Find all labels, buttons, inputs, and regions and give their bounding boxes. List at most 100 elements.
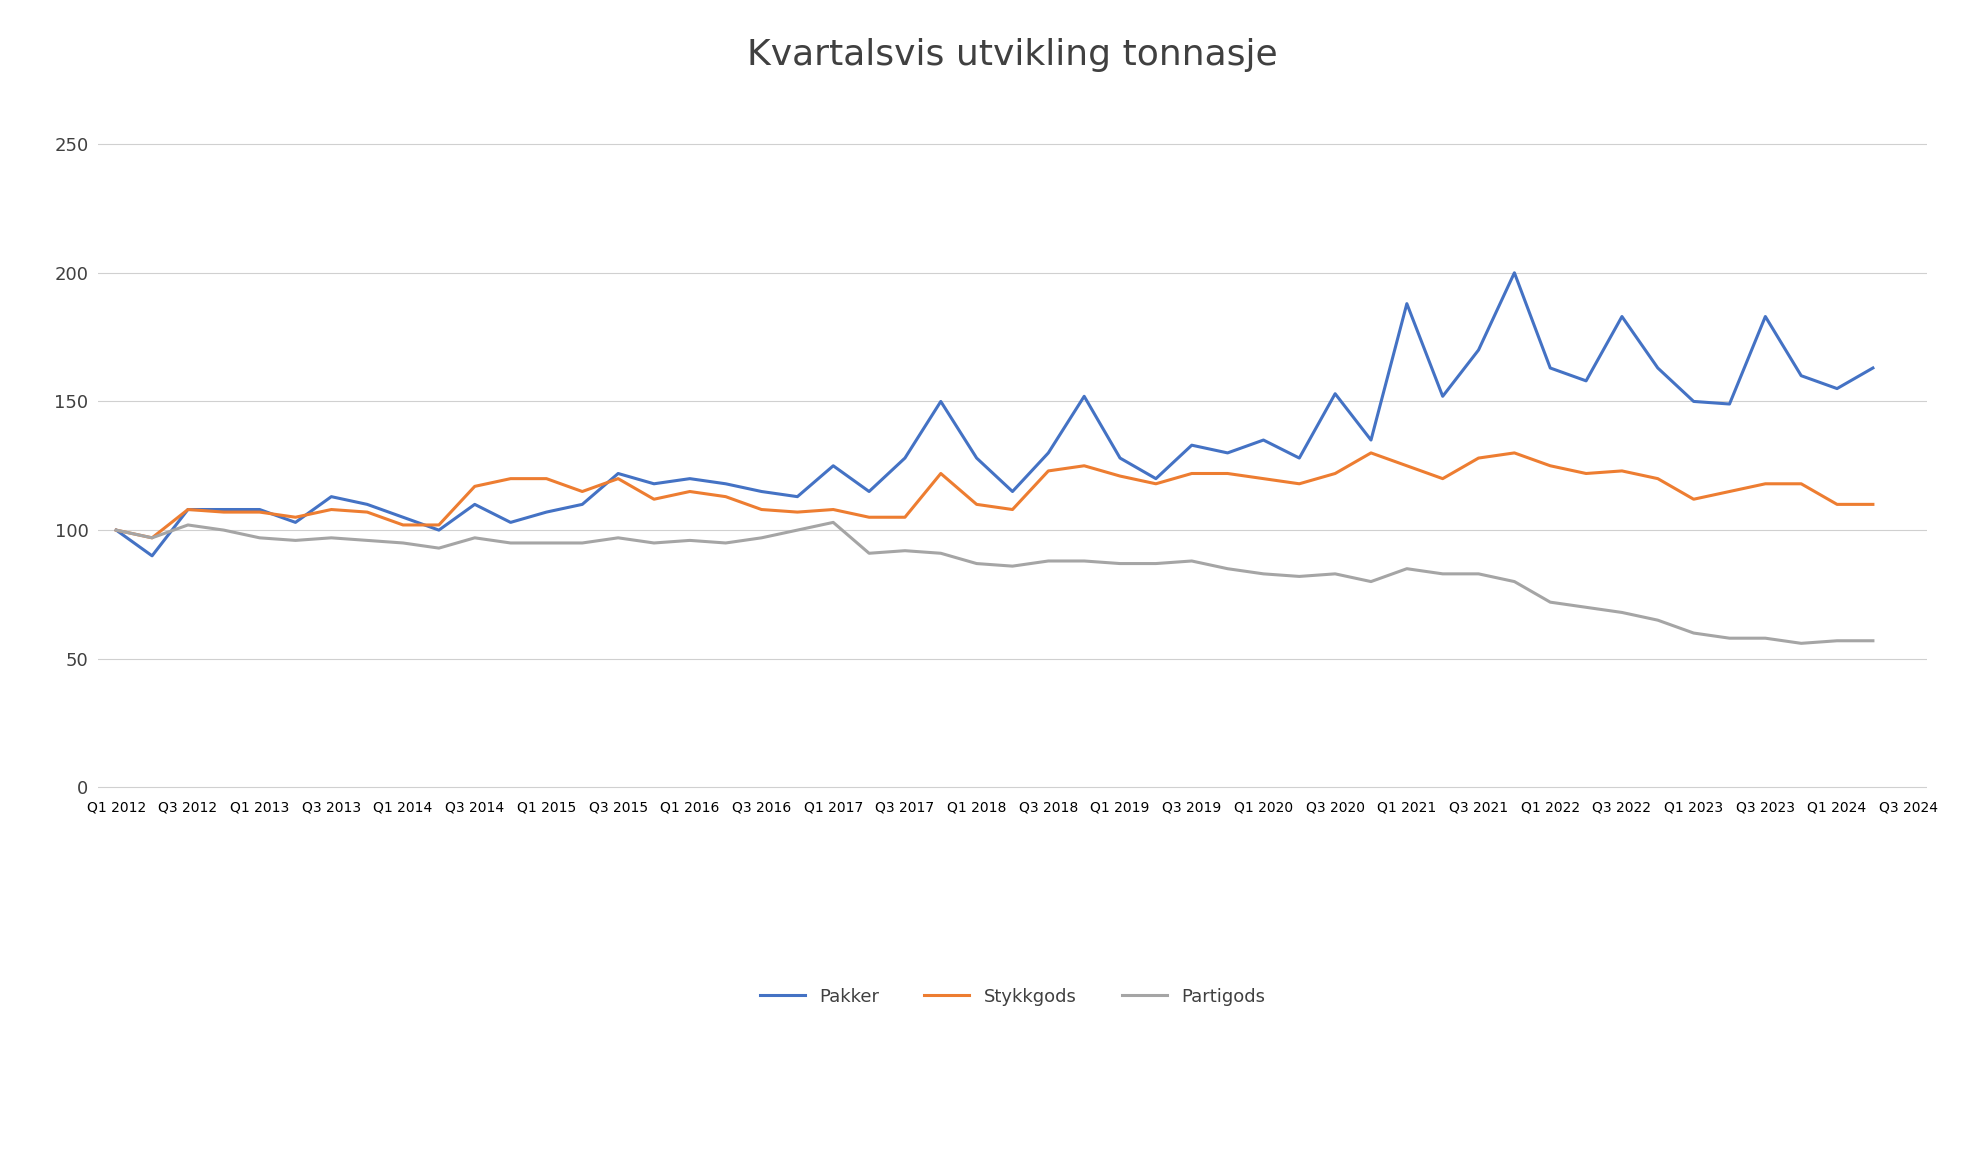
Stykkgods (1718, 484, 1742, 498)
Stykkgods (391, 518, 415, 532)
Pakker (678, 471, 702, 485)
Stykkgods (857, 511, 881, 525)
Stykkgods (1144, 477, 1168, 491)
Stykkgods (1396, 459, 1419, 472)
Partigods (1359, 574, 1382, 588)
Stykkgods (1215, 467, 1239, 481)
Pakker (1575, 374, 1598, 388)
Stykkgods (822, 503, 845, 516)
Stykkgods (1252, 471, 1276, 485)
Stykkgods (1789, 477, 1813, 491)
Partigods (643, 536, 666, 550)
Pakker (1467, 343, 1490, 357)
Pakker (320, 490, 344, 504)
Pakker (462, 498, 486, 512)
Stykkgods (1502, 446, 1526, 460)
Partigods (104, 523, 128, 537)
Pakker (535, 505, 558, 519)
Pakker (499, 515, 523, 529)
Partigods (1862, 633, 1885, 647)
Stykkgods (965, 498, 989, 512)
Partigods (1109, 557, 1132, 571)
Stykkgods (1359, 446, 1382, 460)
Pakker (1646, 361, 1669, 375)
Pakker (1431, 389, 1455, 403)
Stykkgods (1323, 467, 1347, 481)
Stykkgods (1109, 469, 1132, 483)
Pakker (1109, 452, 1132, 466)
Partigods (283, 534, 307, 548)
Stykkgods (1431, 471, 1455, 485)
Stykkgods (1824, 498, 1848, 512)
Partigods (1036, 554, 1060, 567)
Stykkgods (427, 518, 450, 532)
Partigods (1824, 633, 1848, 647)
Partigods (248, 530, 271, 544)
Pakker (965, 452, 989, 466)
Partigods (320, 530, 344, 544)
Pakker (1539, 361, 1563, 375)
Pakker (893, 452, 916, 466)
Stykkgods (356, 505, 379, 519)
Partigods (606, 530, 629, 544)
Partigods (427, 541, 450, 555)
Pakker (1215, 446, 1239, 460)
Partigods (1215, 562, 1239, 576)
Stykkgods (140, 530, 163, 544)
Stykkgods (535, 471, 558, 485)
Stykkgods (1754, 477, 1777, 491)
Partigods (1681, 626, 1705, 640)
Pakker (1396, 296, 1419, 310)
Pakker (1610, 309, 1634, 323)
Partigods (1718, 631, 1742, 645)
Partigods (1288, 570, 1311, 584)
Pakker (1359, 433, 1382, 447)
Partigods (1575, 600, 1598, 614)
Pakker (427, 523, 450, 537)
Stykkgods (1681, 492, 1705, 506)
Partigods (140, 530, 163, 544)
Stykkgods (1180, 467, 1203, 481)
Pakker (857, 484, 881, 498)
Stykkgods (1539, 459, 1563, 472)
Pakker (212, 503, 236, 516)
Pakker (177, 503, 201, 516)
Pakker (1718, 397, 1742, 411)
Partigods (1467, 567, 1490, 581)
Stykkgods (283, 511, 307, 525)
Pakker (1824, 382, 1848, 396)
Pakker (248, 503, 271, 516)
Partigods (1610, 606, 1634, 620)
Pakker (714, 477, 737, 491)
Partigods (1646, 614, 1669, 628)
Stykkgods (212, 505, 236, 519)
Stykkgods (786, 505, 810, 519)
Stykkgods (177, 503, 201, 516)
Partigods (822, 515, 845, 529)
Partigods (1071, 554, 1095, 567)
Stykkgods (1862, 498, 1885, 512)
Pakker (570, 498, 594, 512)
Stykkgods (462, 479, 486, 493)
Stykkgods (499, 471, 523, 485)
Pakker (1789, 368, 1813, 382)
Stykkgods (678, 484, 702, 498)
Pakker (822, 459, 845, 472)
Pakker (1681, 395, 1705, 409)
Partigods (930, 547, 954, 560)
Line: Partigods: Partigods (116, 522, 1874, 644)
Pakker (1288, 452, 1311, 466)
Legend: Pakker, Stykkgods, Partigods: Pakker, Stykkgods, Partigods (753, 981, 1272, 1013)
Partigods (1539, 595, 1563, 609)
Pakker (1036, 446, 1060, 460)
Stykkgods (1036, 464, 1060, 478)
Pakker (606, 467, 629, 481)
Partigods (1754, 631, 1777, 645)
Partigods (1502, 574, 1526, 588)
Pakker (140, 549, 163, 563)
Partigods (678, 534, 702, 548)
Pakker (1862, 361, 1885, 375)
Pakker (1323, 387, 1347, 401)
Partigods (786, 523, 810, 537)
Partigods (1789, 637, 1813, 651)
